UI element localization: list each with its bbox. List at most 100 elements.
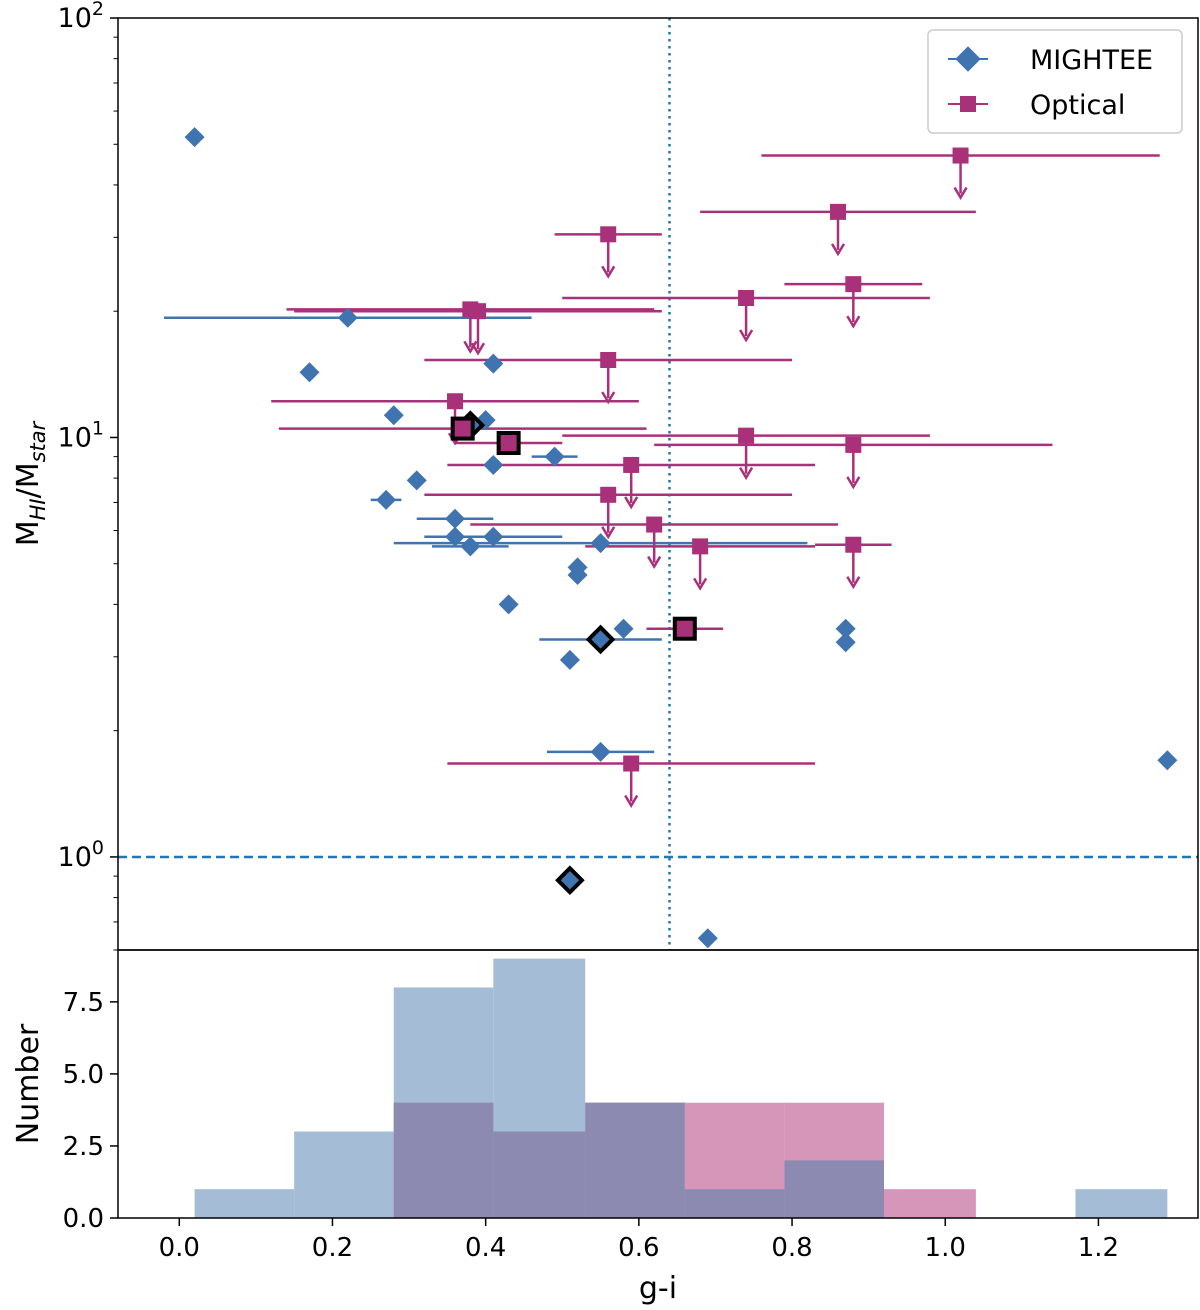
y-tick-label-2: 102 [58, 0, 104, 34]
overlap-hist-bar-6 [784, 1160, 884, 1218]
x-tick-label-0: 0.0 [159, 1233, 200, 1263]
legend-label-mightee: MIGHTEE [1030, 45, 1153, 76]
optical-point-17 [845, 536, 862, 553]
optical-point-2 [600, 226, 617, 243]
optical-point-0 [952, 147, 969, 164]
optical-limit-arrow-11 [739, 467, 754, 481]
optical-point-12 [845, 436, 862, 453]
legend-label-optical: Optical [1030, 90, 1125, 121]
optical-limit-arrow-13 [624, 496, 639, 510]
overlap-hist-bar-2 [393, 1102, 494, 1218]
optical-limit-arrow-2 [601, 265, 616, 279]
overlap-hist-bar-3 [493, 1131, 586, 1218]
overlap-hist-bar-4 [585, 1102, 685, 1218]
optical-limit-arrow-0 [953, 186, 968, 200]
mightee-point-21 [559, 649, 580, 670]
mightee-point-13 [483, 526, 504, 547]
mightee-point-17 [567, 565, 588, 586]
scatter-y-axis: 100 101 102 [58, 0, 118, 951]
mightee-point-20 [585, 624, 616, 655]
mightee-point-0 [184, 127, 205, 148]
mightee-point-7 [544, 446, 565, 467]
scatter-y-axis-label: MHI/Mstar [11, 420, 50, 546]
x-tick-label-2: 0.4 [465, 1233, 506, 1263]
mightee-point-15 [590, 533, 611, 554]
mightee-point-1 [337, 307, 358, 328]
y-tick-label-0: 100 [58, 837, 104, 873]
optical-point-10 [496, 431, 521, 456]
optical-point-11 [738, 427, 755, 444]
optical-limit-arrow-12 [846, 476, 861, 490]
x-tick-label-6: 1.2 [1078, 1233, 1119, 1263]
mightee-point-19 [613, 618, 634, 639]
optical-point-18 [672, 616, 697, 641]
mightee-point-8 [483, 454, 504, 475]
mightee-hist-bar-0 [194, 1189, 295, 1218]
scatter-frame [117, 17, 1199, 951]
optical-point-7 [600, 351, 617, 368]
legend-entry-mightee: MIGHTEE [948, 45, 1153, 76]
optical-hist-bar-5 [883, 1189, 976, 1218]
mightee-hist-bar-1 [294, 1131, 394, 1218]
optical-point-4 [738, 290, 755, 307]
optical-point-9 [450, 416, 475, 441]
optical-limit-arrow-6 [470, 342, 486, 356]
mightee-point-18 [498, 594, 519, 615]
mightee-point-9 [406, 470, 427, 491]
mightee-point-24 [590, 741, 611, 762]
optical-point-19 [623, 755, 640, 772]
mightee-point-10 [376, 489, 397, 510]
optical-point-15 [646, 516, 663, 533]
legend-entry-optical: Optical [948, 90, 1125, 121]
optical-point-1 [830, 203, 846, 220]
x-tick-label-3: 0.6 [618, 1233, 659, 1263]
optical-point-3 [845, 276, 862, 293]
y-tick-label-1: 101 [58, 417, 104, 453]
histogram-panel: 0.0 2.5 5.0 7.5 0.0 0.2 0.4 0.6 0.8 1.0 1.2 Numbe… [11, 949, 1199, 1306]
mightee-hist-bar-7 [1075, 1189, 1168, 1218]
mightee-point-23 [835, 632, 856, 653]
mightee-point-3 [483, 353, 504, 374]
hist-y-tick-label-3: 7.5 [63, 988, 104, 1018]
mightee-point-25 [1157, 750, 1178, 771]
histogram-frame [117, 949, 1199, 1219]
x-tick-label-5: 1.0 [925, 1233, 966, 1263]
x-tick-label-4: 0.8 [771, 1233, 812, 1263]
optical-point-8 [447, 393, 464, 410]
mightee-point-22 [835, 618, 856, 639]
mightee-point-11 [445, 508, 466, 529]
optical-limit-arrow-4 [739, 329, 754, 343]
x-axis-label: g-i [639, 1271, 677, 1306]
optical-point-16 [692, 538, 709, 555]
scatter-panel: 100 101 102 MHI/Mstar MIGHTEE Optical [11, 0, 1199, 951]
hist-y-tick-label-2: 5.0 [63, 1060, 104, 1090]
legend: MIGHTEE Optical [927, 29, 1183, 134]
optical-point-6 [470, 303, 486, 320]
optical-limit-arrow-3 [846, 315, 861, 329]
mightee-point-14 [460, 536, 481, 557]
optical-point-13 [623, 456, 640, 473]
mightee-point-4 [383, 405, 404, 426]
optical-limit-arrow-1 [830, 243, 846, 257]
histogram-plot-area [194, 958, 1168, 1218]
hist-y-tick-label-0: 0.0 [63, 1204, 104, 1234]
histogram-y-axis-label: Number [11, 1023, 46, 1144]
optical-limit-arrow-17 [846, 576, 861, 590]
mightee-point-27 [697, 928, 718, 949]
optical-limit-arrow-15 [647, 555, 662, 569]
legend-box [927, 29, 1183, 134]
mightee-point-2 [299, 362, 320, 383]
optical-limit-arrow-16 [693, 577, 708, 591]
overlap-hist-bar-5 [684, 1189, 785, 1218]
histogram-x-axis: 0.0 0.2 0.4 0.6 0.8 1.0 1.2 [159, 1218, 1119, 1263]
optical-point-14 [600, 486, 617, 503]
hist-y-tick-label-1: 2.5 [63, 1132, 104, 1162]
scatter-plot-area [118, 18, 1198, 950]
optical-limit-arrow-14 [601, 526, 616, 540]
x-tick-label-1: 0.2 [312, 1233, 353, 1263]
histogram-y-axis: 0.0 2.5 5.0 7.5 [63, 988, 118, 1234]
mightee-point-12 [445, 526, 466, 547]
mightee-point-26 [555, 865, 585, 896]
optical-limit-arrow-19 [624, 794, 639, 808]
